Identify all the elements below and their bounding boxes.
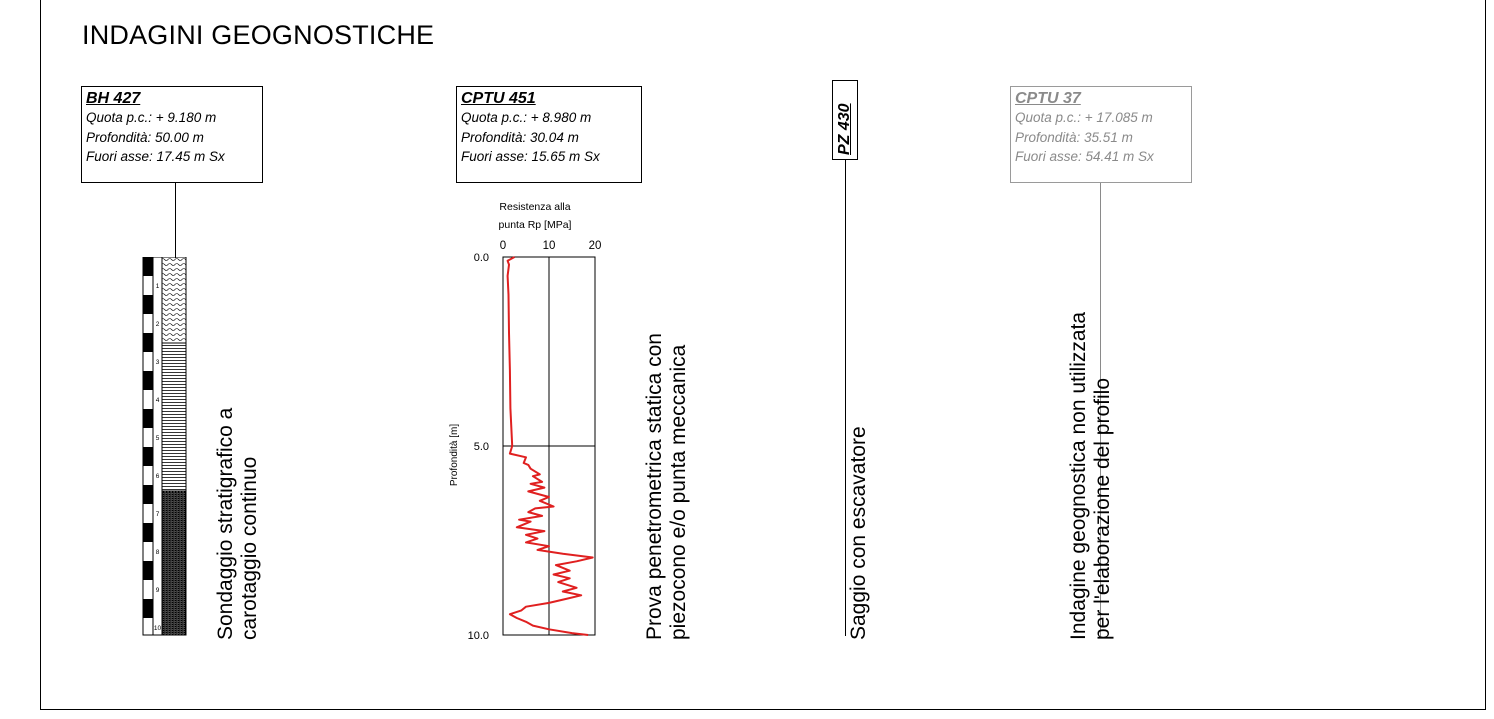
cptu37-leader-line <box>1100 183 1101 636</box>
cptu-quota: Quota p.c.: + 17.085 m <box>1015 110 1153 125</box>
depth-mark: 10 <box>154 625 162 632</box>
borehole-depth: Profondità: 50.00 m <box>86 129 204 145</box>
depth-mark: 6 <box>156 473 160 480</box>
borehole-quota: Quota p.c.: + 9.180 m <box>86 110 217 125</box>
cptu-info-box-37: CPTU 37 Quota p.c.: + 17.085 m Profondit… <box>1010 86 1192 183</box>
cptu-depth: Profondità: 35.51 m <box>1015 129 1133 145</box>
description-line: piezocono e/o punta meccanica <box>667 344 690 640</box>
page-title: INDAGINI GEOGNOSTICHE <box>82 20 435 50</box>
description-line: per l'elaborazione del profilo <box>1091 377 1114 640</box>
pz-name: PZ 430 <box>836 103 853 155</box>
cptu-name: CPTU 37 <box>1015 90 1081 107</box>
cptu-depth: Profondità: 30.04 m <box>461 129 579 145</box>
cptu-description: Prova penetrometrica statica con piezoco… <box>643 333 691 640</box>
depth-mark: 8 <box>156 549 160 556</box>
chart-y-tick-label: 5.0 <box>474 441 489 453</box>
chart-y-axis-label: Profondità [m] <box>449 424 460 486</box>
frame-right-border <box>1485 0 1486 710</box>
chart-y-tick-label: 10.0 <box>468 630 489 642</box>
depth-mark: 1 <box>156 283 160 290</box>
depth-mark: 9 <box>156 587 160 594</box>
cptu-offset: Fuori asse: 54.41 m Sx <box>1015 149 1154 164</box>
cptu-info-box-451: CPTU 451 Quota p.c.: + 8.980 m Profondit… <box>456 86 642 183</box>
chart-x-tick-label: 10 <box>543 240 556 252</box>
borehole-info-box-bh427: BH 427 Quota p.c.: + 9.180 m Profondità:… <box>81 86 263 183</box>
depth-scale-bar <box>142 257 154 636</box>
depth-number-column <box>152 257 163 636</box>
depth-mark: 3 <box>156 359 160 366</box>
cpt-resistance-series-line <box>506 256 594 636</box>
stratigraphic-column: 1 2 3 4 5 6 7 8 9 10 <box>142 257 187 636</box>
chart-title-line1: Resistenza alla <box>499 201 570 213</box>
borehole-leader-line <box>175 183 176 258</box>
layer-silt <box>161 257 187 344</box>
description-line: Indagine geognostica non utilizzata <box>1067 311 1090 640</box>
depth-mark: 5 <box>156 435 160 442</box>
pz-info-box-430: PZ 430 <box>832 80 858 160</box>
chart-y-tick-label: 0.0 <box>474 252 489 264</box>
borehole-description: Sondaggio stratigrafico a carotaggio con… <box>214 408 262 640</box>
layer-gravel <box>161 490 187 636</box>
borehole-name: BH 427 <box>86 90 141 107</box>
description-line: Saggio con escavatore <box>847 426 870 640</box>
description-line: Sondaggio stratigrafico a <box>214 407 237 640</box>
depth-mark: 4 <box>156 397 160 404</box>
description-line: Prova penetrometrica statica con <box>643 333 666 640</box>
cpt-resistance-chart: Resistenza alla punta Rp [MPa] 0 10 20 0.0… <box>449 201 602 642</box>
cptu-offset: Fuori asse: 15.65 m Sx <box>461 149 600 164</box>
depth-mark: 7 <box>156 511 160 518</box>
cptu37-description: Indagine geognostica non utilizzata per … <box>1067 312 1115 640</box>
chart-x-tick-label: 0 <box>500 240 506 252</box>
cptu-name: CPTU 451 <box>461 90 536 107</box>
frame-bottom-border <box>40 709 1486 710</box>
frame-left-border <box>40 0 41 710</box>
depth-mark: 2 <box>156 321 160 328</box>
pz-leader-line <box>845 160 846 636</box>
cptu-quota: Quota p.c.: + 8.980 m <box>461 110 592 125</box>
borehole-offset: Fuori asse: 17.45 m Sx <box>86 149 225 164</box>
pz-description: Saggio con escavatore <box>847 426 871 640</box>
chart-title-line2: punta Rp [MPa] <box>499 219 572 231</box>
chart-x-tick-label: 20 <box>589 240 602 252</box>
layer-clay <box>161 342 187 492</box>
description-line: carotaggio continuo <box>238 456 261 640</box>
